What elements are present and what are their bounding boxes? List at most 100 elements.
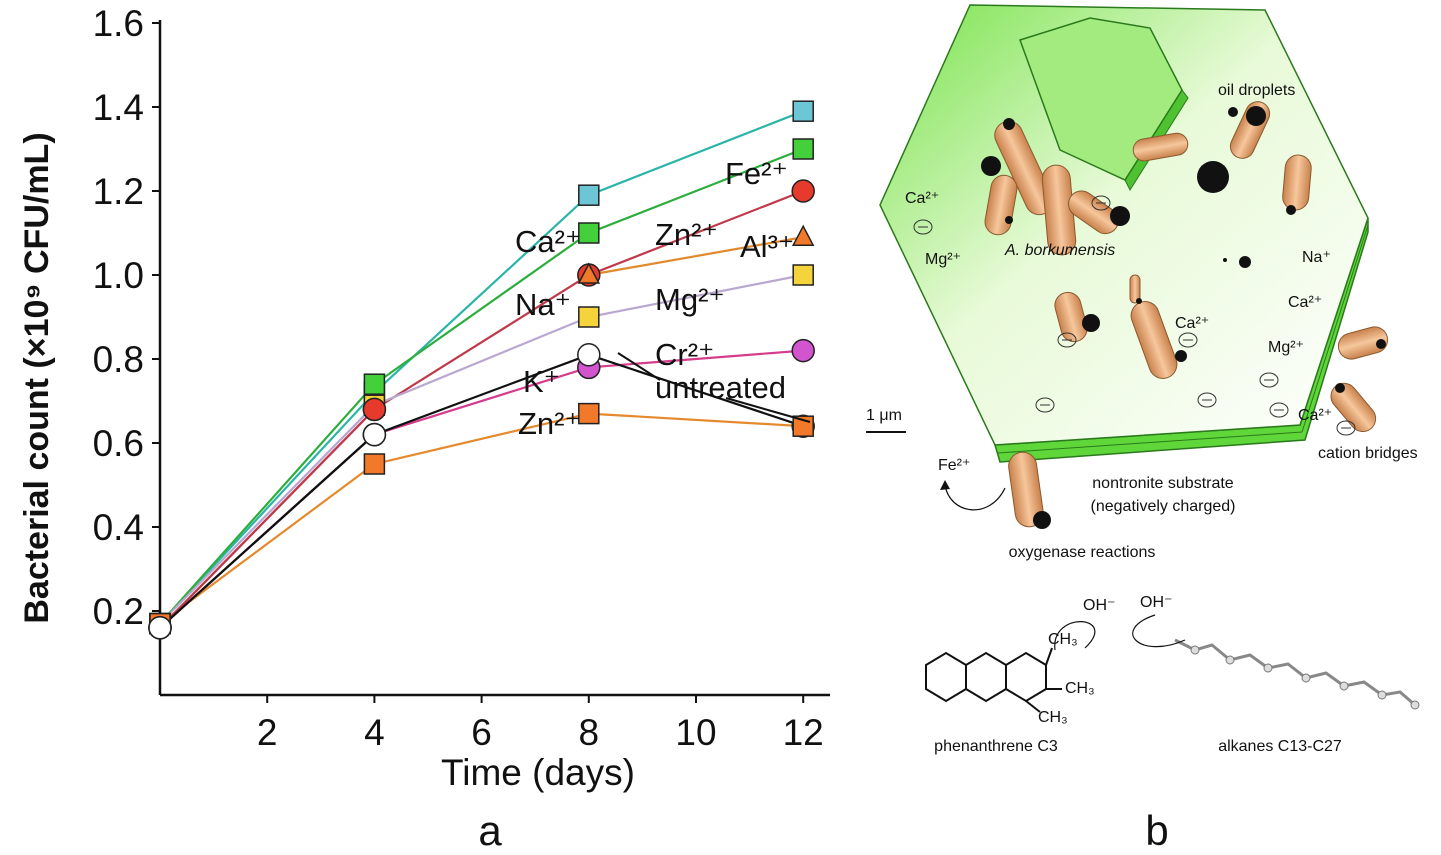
series-line: [159, 273, 804, 625]
oil-droplet: [1228, 107, 1238, 117]
oil-droplets: [981, 106, 1386, 529]
oil-droplet: [1376, 339, 1386, 349]
data-point: [577, 343, 601, 367]
series-line: [159, 408, 376, 629]
plate-layer-line: [1301, 224, 1369, 433]
line-chart: 0.2 0.4 0.6 0.8 1.0 1.2 1.4 1.6 2 4 6 8 10 12 Ca²⁺ F…: [18, 3, 830, 854]
oil-droplet: [1286, 205, 1296, 215]
untreated-leader-2: [725, 397, 811, 423]
y-axis-label: Bacterial count (×10⁹ CFU/mL): [18, 132, 56, 623]
x-tick-label: 10: [675, 712, 716, 753]
series-label-na: Na⁺: [515, 287, 571, 322]
fe-release-arrow: [944, 484, 1006, 511]
bacterium: [1282, 154, 1312, 211]
series-line: [159, 189, 804, 629]
series-label-al: Al³⁺: [740, 229, 794, 264]
label-na-right: Na⁺: [1302, 249, 1331, 266]
label-substrate-2: (negatively charged): [1091, 498, 1236, 515]
atom: [1339, 681, 1349, 691]
series-label-k: K⁺: [523, 364, 560, 399]
oil-droplet: [981, 156, 1001, 176]
nontronite-diagram: oil droplets A. borkumensis Ca²⁺ Mg²⁺ Na…: [866, 4, 1420, 854]
x-tick-label: 6: [471, 712, 492, 753]
bacterium: [1008, 451, 1044, 528]
oil-droplet: [1110, 206, 1130, 226]
negative-charge: [1197, 392, 1217, 408]
y-tick-label: 1.2: [93, 171, 144, 212]
data-point: [578, 402, 600, 425]
negative-charge: [1336, 420, 1356, 436]
oil-droplet: [1136, 298, 1142, 304]
negative-charge: [1057, 332, 1077, 348]
data-point: [577, 262, 601, 284]
alkane-atoms: [1190, 645, 1420, 710]
atom: [1410, 700, 1420, 710]
y-ticks: 0.2 0.4 0.6 0.8 1.0 1.2 1.4 1.6: [93, 3, 160, 632]
bacterium: [1337, 326, 1389, 360]
benzene-ring: [925, 651, 967, 703]
y-tick-label: 1.6: [93, 3, 144, 44]
label-scale: 1 μm: [866, 407, 902, 424]
label-substrate-1: nontronite substrate: [1092, 475, 1234, 492]
oil-droplet: [1335, 383, 1345, 393]
label-species: A. borkumensis: [1004, 242, 1115, 259]
x-ticks: 2 4 6 8 10 12: [257, 695, 824, 753]
methyl-bond: [1045, 647, 1053, 666]
negative-charge: [1035, 397, 1055, 413]
negative-charge: [1259, 372, 1279, 388]
plate-layer-line: [997, 431, 1303, 454]
series-line: [159, 433, 376, 629]
label-ca-edge: Ca²⁺: [1298, 407, 1332, 424]
label-alkanes: alkanes C13-C27: [1218, 738, 1342, 755]
phenanthrene-structure: [925, 647, 1062, 713]
oil-droplet: [1005, 216, 1013, 224]
methyl-bond: [1025, 700, 1041, 713]
y-tick-label: 0.4: [93, 507, 144, 548]
series-line: [588, 236, 804, 277]
data-point: [791, 179, 815, 203]
label-ch3-3: CH₃: [1038, 709, 1068, 726]
data-point: [362, 397, 387, 422]
x-tick-label: 12: [783, 712, 824, 753]
oil-droplet: [1082, 314, 1100, 332]
bacterium: [1129, 274, 1141, 304]
series-line: [159, 412, 804, 625]
label-oil-droplets: oil droplets: [1218, 82, 1295, 99]
data-point: [578, 222, 600, 244]
oil-droplet: [1175, 350, 1187, 362]
series-label-zn-lower: Zn²⁺: [518, 406, 581, 441]
atom: [1225, 655, 1235, 665]
y-tick-label: 1.4: [93, 87, 144, 128]
y-tick-label: 0.2: [93, 591, 144, 632]
data-point: [791, 224, 815, 246]
data-point: [792, 264, 814, 286]
data-point: [363, 373, 386, 395]
label-oh-1: OH⁻: [1083, 597, 1115, 614]
data-point: [578, 184, 600, 206]
panel-label-b: b: [1145, 807, 1168, 854]
data-point: [792, 138, 814, 160]
x-tick-label: 4: [364, 712, 385, 753]
data-point: [578, 306, 600, 328]
bacterium: [1068, 190, 1119, 235]
oil-droplet: [1239, 256, 1251, 268]
label-oh-2: OH⁻: [1140, 594, 1172, 611]
bacterium: [1054, 291, 1088, 343]
oil-droplet: [1197, 161, 1229, 193]
label-ca-right: Ca²⁺: [1288, 294, 1322, 311]
series-line: [159, 147, 804, 625]
panel-label-a: a: [478, 807, 502, 854]
series-label-mg: Mg²⁺: [655, 282, 725, 317]
oh-attack-arrow: [1054, 621, 1096, 651]
y-tick-label: 0.6: [93, 423, 144, 464]
data-point: [148, 616, 172, 640]
series-label-untreated: untreated: [655, 370, 786, 405]
label-ch3-1: CH₃: [1048, 631, 1078, 648]
oil-droplet: [1033, 511, 1051, 529]
untreated-leader-1: [617, 352, 661, 381]
label-fe: Fe²⁺: [938, 457, 970, 474]
data-point: [362, 422, 387, 447]
series-label-fe: Fe²⁺: [725, 156, 788, 191]
negative-charge: [1091, 195, 1111, 211]
